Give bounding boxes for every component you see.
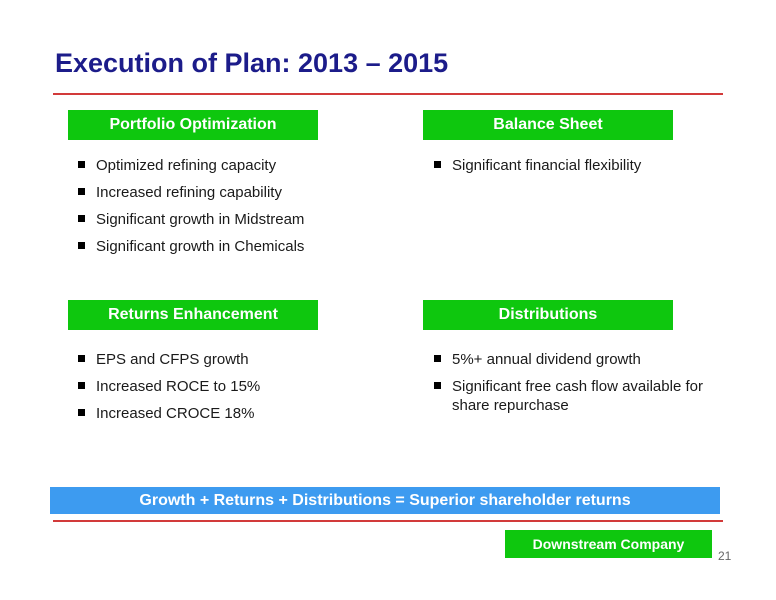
portfolio-optimization-list: Optimized refining capacity Increased re… (76, 156, 376, 264)
page-number: 21 (718, 549, 732, 563)
bullet-square-icon (434, 382, 441, 389)
section-header-returns-enhancement: Returns Enhancement (68, 300, 318, 330)
returns-enhancement-list: EPS and CFPS growth Increased ROCE to 15… (76, 350, 376, 431)
bullet-square-icon (434, 161, 441, 168)
title-divider (53, 93, 723, 95)
bullet-square-icon (78, 161, 85, 168)
list-item: Significant financial flexibility (432, 156, 722, 175)
list-item: Increased refining capability (76, 183, 376, 202)
list-item-text: Significant growth in Midstream (96, 211, 305, 228)
summary-banner: Growth + Returns + Distributions = Super… (50, 487, 720, 514)
list-item: 5%+ annual dividend growth (432, 350, 712, 369)
bullet-square-icon (78, 188, 85, 195)
page-title: Execution of Plan: 2013 – 2015 (55, 48, 449, 78)
list-item: Increased CROCE 18% (76, 404, 376, 423)
balance-sheet-list: Significant financial flexibility (432, 156, 722, 183)
footer-company-tag: Downstream Company (505, 530, 712, 558)
bullet-square-icon (78, 242, 85, 249)
bullet-square-icon (434, 355, 441, 362)
list-item-text: EPS and CFPS growth (96, 351, 249, 368)
bullet-square-icon (78, 355, 85, 362)
bullet-square-icon (78, 215, 85, 222)
list-item-text: Significant financial flexibility (452, 157, 642, 174)
distributions-list: 5%+ annual dividend growth Significant f… (432, 350, 712, 423)
list-item: Significant growth in Midstream (76, 210, 376, 229)
list-item-text: Increased ROCE to 15% (96, 378, 261, 395)
list-item-text: 5%+ annual dividend growth (452, 351, 641, 368)
list-item: Significant free cash flow available for… (432, 377, 712, 415)
section-header-balance-sheet: Balance Sheet (423, 110, 673, 140)
list-item-text: Significant growth in Chemicals (96, 238, 305, 255)
list-item: Significant growth in Chemicals (76, 237, 376, 256)
list-item-text: Optimized refining capacity (96, 157, 277, 174)
section-header-portfolio-optimization: Portfolio Optimization (68, 110, 318, 140)
footer-divider (53, 520, 723, 522)
bullet-square-icon (78, 409, 85, 416)
list-item-text: Increased CROCE 18% (96, 405, 255, 422)
bullet-square-icon (78, 382, 85, 389)
list-item-text: Increased refining capability (96, 184, 282, 201)
list-item-text: Significant free cash flow available for… (452, 378, 703, 414)
list-item: EPS and CFPS growth (76, 350, 376, 369)
list-item: Optimized refining capacity (76, 156, 376, 175)
list-item: Increased ROCE to 15% (76, 377, 376, 396)
section-header-distributions: Distributions (423, 300, 673, 330)
